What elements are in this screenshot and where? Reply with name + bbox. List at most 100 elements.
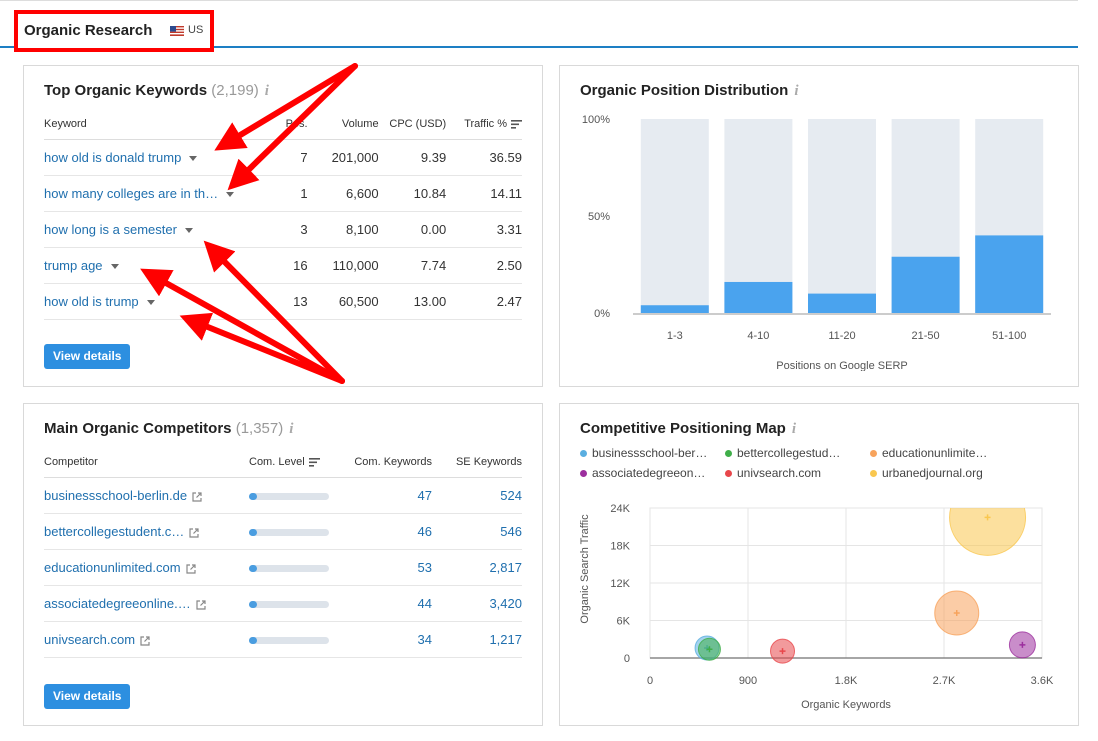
bar-background <box>640 119 709 313</box>
se-keywords-link[interactable]: 524 <box>500 488 522 503</box>
dropdown-caret-icon[interactable] <box>110 264 119 270</box>
legend-label: educationunlimite… <box>882 446 988 460</box>
com-keywords-link[interactable]: 53 <box>417 560 432 575</box>
table-row: how old is donald trump 7 201,000 9.39 36.59 <box>44 139 522 176</box>
sort-icon[interactable] <box>511 119 522 129</box>
col-keyword[interactable]: Keyword <box>44 109 261 140</box>
pos-cell: 1 <box>260 175 308 212</box>
col-volume[interactable]: Volume <box>307 109 379 140</box>
legend-item[interactable]: businessschool-ber… <box>580 446 707 460</box>
x-tick-label: 1.8K <box>835 675 858 687</box>
dropdown-caret-icon[interactable] <box>146 300 155 306</box>
x-axis-label: Positions on Google SERP <box>776 360 907 371</box>
col-com-level[interactable]: Com. Level <box>249 447 342 478</box>
competitor-link[interactable]: univsearch.com <box>44 632 136 647</box>
y-tick-label: 12K <box>610 578 630 590</box>
y-axis-label: Organic Search Traffic <box>579 514 591 624</box>
com-keywords-link[interactable]: 46 <box>417 524 432 539</box>
competitor-link[interactable]: businessschool-berlin.de <box>44 488 188 503</box>
com-keywords-cell: 34 <box>342 621 432 658</box>
se-keywords-link[interactable]: 546 <box>500 524 522 539</box>
col-traffic[interactable]: Traffic % <box>446 109 522 140</box>
info-icon[interactable]: i <box>264 83 269 99</box>
com-level-cell <box>249 513 342 550</box>
table-row: how long is a semester 3 8,100 0.00 3.31 <box>44 211 522 248</box>
com-keywords-link[interactable]: 44 <box>417 596 432 611</box>
col-com-keywords[interactable]: Com. Keywords <box>342 447 432 478</box>
external-link-icon[interactable] <box>189 527 199 538</box>
se-keywords-link[interactable]: 2,817 <box>489 560 522 575</box>
info-icon[interactable]: i <box>289 421 294 437</box>
keywords-view-details-button[interactable]: View details <box>44 344 131 369</box>
se-keywords-cell: 524 <box>432 477 522 514</box>
legend-item[interactable]: associatedegreeon… <box>580 466 705 480</box>
external-link-icon[interactable] <box>140 635 150 646</box>
keyword-link[interactable]: how many colleges are in th… <box>44 186 219 201</box>
legend-dot <box>725 450 732 458</box>
traffic-cell: 3.31 <box>446 211 522 248</box>
col-cpc[interactable]: CPC (USD) <box>378 109 447 140</box>
col-competitor[interactable]: Competitor <box>44 447 249 478</box>
col-pos[interactable]: Pos. <box>260 109 308 140</box>
y-tick-label: 100% <box>582 114 610 126</box>
bubble-center-marker <box>984 514 991 521</box>
sort-icon[interactable] <box>308 457 320 467</box>
competitor-link[interactable]: associatedegreeonline.… <box>44 596 191 611</box>
bubbles <box>694 508 1036 664</box>
se-keywords-link[interactable]: 1,217 <box>489 632 522 647</box>
legend-label: businessschool-ber… <box>592 446 708 460</box>
com-level-bar <box>249 529 329 537</box>
x-tick-label: 1-3 <box>667 330 683 342</box>
bubble <box>949 508 1027 556</box>
keyword-cell: how many colleges are in th… <box>44 175 261 212</box>
legend-dot <box>870 450 877 458</box>
competitor-link[interactable]: bettercollegestudent.c… <box>44 524 185 539</box>
legend-item[interactable]: educationunlimite… <box>870 446 987 460</box>
keyword-link[interactable]: trump age <box>44 258 103 273</box>
legend-item[interactable]: urbanedjournal.org <box>870 466 983 480</box>
bubble-center-marker <box>706 646 713 653</box>
competitor-link[interactable]: educationunlimited.com <box>44 560 181 575</box>
keyword-link[interactable]: how old is donald trump <box>44 150 182 165</box>
table-row: businessschool-berlin.de 47 524 <box>44 477 522 514</box>
se-keywords-link[interactable]: 3,420 <box>489 596 522 611</box>
pos-cell: 13 <box>260 283 308 320</box>
external-link-icon[interactable] <box>185 563 196 574</box>
legend-label: univsearch.com <box>737 466 822 480</box>
info-icon[interactable]: i <box>794 83 799 99</box>
external-link-icon[interactable] <box>196 599 206 610</box>
com-keywords-cell: 53 <box>342 549 432 586</box>
dropdown-caret-icon[interactable] <box>189 156 198 162</box>
map-title: Competitive Positioning Map i <box>580 420 797 437</box>
table-row: how old is trump 13 60,500 13.00 2.47 <box>44 283 522 320</box>
cpc-cell: 0.00 <box>378 211 447 248</box>
dropdown-caret-icon[interactable] <box>184 228 193 234</box>
external-link-icon[interactable] <box>192 491 202 502</box>
traffic-cell: 2.47 <box>446 283 522 320</box>
com-keywords-link[interactable]: 47 <box>417 488 432 503</box>
dropdown-caret-icon[interactable] <box>226 192 235 198</box>
se-keywords-cell: 1,217 <box>432 621 522 658</box>
volume-cell: 201,000 <box>307 139 379 176</box>
bar <box>808 293 876 313</box>
country-label[interactable]: US <box>188 24 204 36</box>
keyword-link[interactable]: how old is trump <box>44 294 139 309</box>
y-tick-label: 18K <box>610 541 630 553</box>
table-row: bettercollegestudent.c… 46 546 <box>44 513 522 550</box>
legend-item[interactable]: univsearch.com <box>725 466 821 480</box>
pos-cell: 16 <box>260 247 308 284</box>
position-distribution-card: Organic Position Distribution i 0% 50% 100%… <box>559 65 1079 387</box>
pos-cell: 3 <box>260 211 308 248</box>
com-keywords-cell: 47 <box>342 477 432 514</box>
competitor-cell: bettercollegestudent.c… <box>44 513 249 550</box>
com-keywords-cell: 44 <box>342 585 432 622</box>
competitor-cell: associatedegreeonline.… <box>44 585 249 622</box>
info-icon[interactable]: i <box>791 421 797 437</box>
competitors-view-details-button[interactable]: View details <box>44 684 131 709</box>
keyword-cell: trump age <box>44 247 261 284</box>
com-level-cell <box>249 477 342 514</box>
legend-item[interactable]: bettercollegestud… <box>725 446 840 460</box>
col-se-keywords[interactable]: SE Keywords <box>432 447 522 478</box>
keyword-link[interactable]: how long is a semester <box>44 222 177 237</box>
com-keywords-link[interactable]: 34 <box>417 632 432 647</box>
